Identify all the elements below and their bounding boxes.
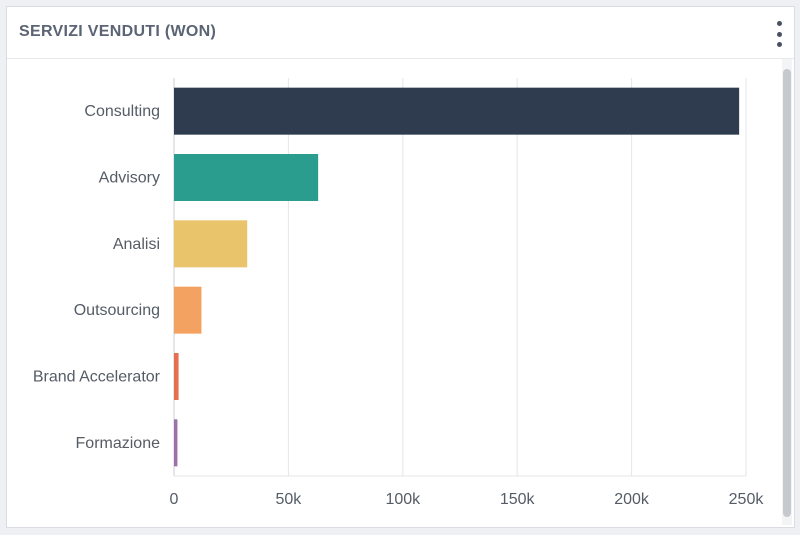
bar-consulting[interactable] [174, 87, 740, 135]
category-label: Brand Accelerator [33, 369, 161, 386]
bar-brand-accelerator[interactable] [174, 353, 179, 400]
bar-advisory[interactable] [174, 154, 319, 201]
x-tick-label: 150k [500, 491, 536, 508]
category-label: Outsourcing [74, 302, 160, 319]
kebab-menu-icon[interactable] [772, 21, 786, 47]
x-tick-label: 50k [276, 491, 303, 508]
category-label: Advisory [99, 170, 160, 187]
bar-chart: Consulting Advisory Analisi Outsourcing Bran… [33, 78, 765, 508]
x-tick-label: 250k [729, 491, 765, 508]
widget-title: SERVIZI VENDUTI (WON) [19, 23, 217, 40]
menu-dot [776, 31, 782, 37]
widget-header: SERVIZI VENDUTI (WON) [7, 7, 794, 59]
x-tick-label: 100k [385, 491, 421, 508]
bar-analisi[interactable] [174, 220, 248, 268]
category-label: Formazione [76, 435, 161, 452]
x-tick-label: 0 [170, 491, 179, 508]
category-label: Consulting [84, 103, 160, 120]
menu-dot [776, 21, 782, 26]
menu-dot [776, 42, 782, 47]
category-label: Analisi [113, 236, 160, 253]
scrollbar-thumb[interactable] [783, 69, 791, 517]
chart-widget-card: SERVIZI VENDUTI (WON) Consulting Advisory… [6, 6, 795, 528]
x-tick-label: 200k [614, 491, 650, 508]
bar-outsourcing[interactable] [174, 286, 202, 334]
bar-formazione[interactable] [174, 419, 178, 467]
vertical-scrollbar[interactable] [782, 59, 792, 525]
